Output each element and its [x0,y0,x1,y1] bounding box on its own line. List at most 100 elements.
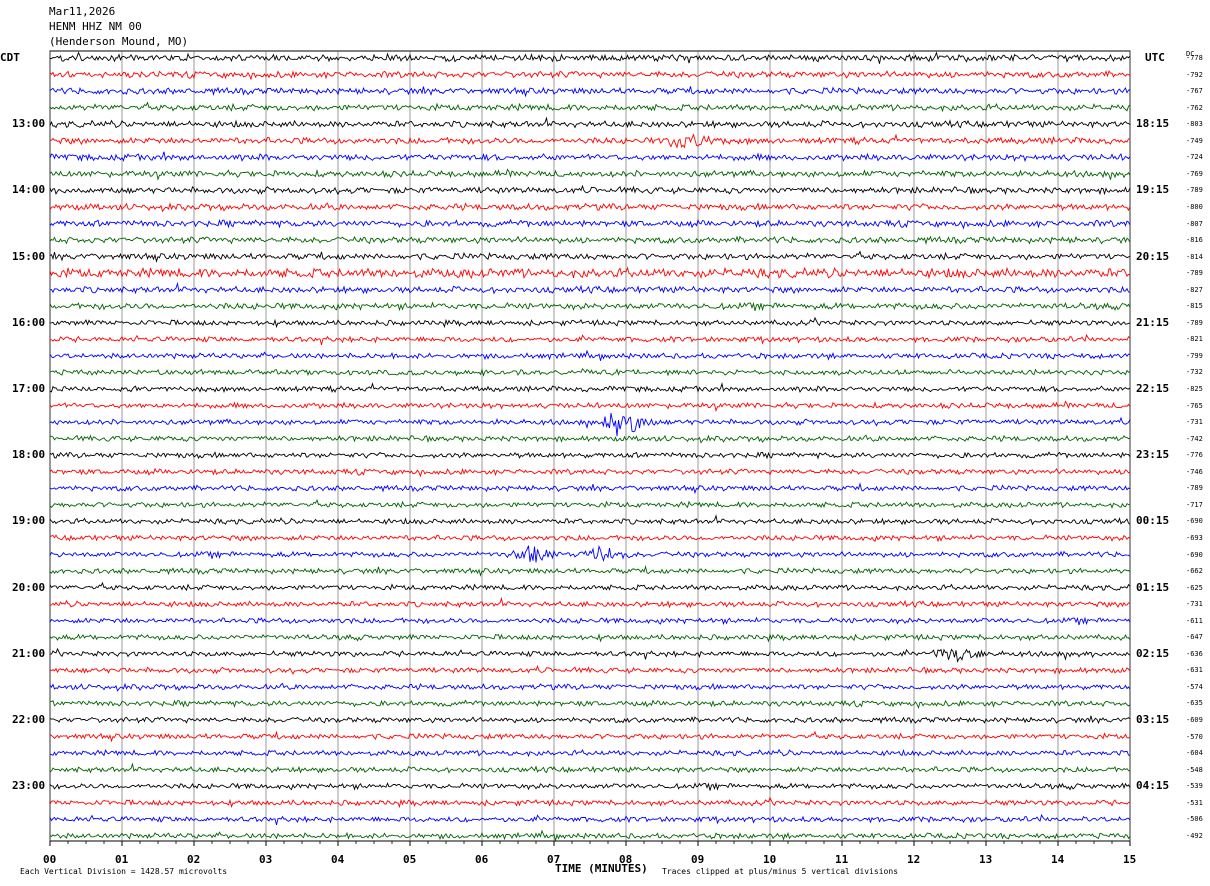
x-tick-label: 12 [907,853,921,866]
dc-offset-label: -548 [1186,765,1203,774]
x-tick-label: 01 [115,853,129,866]
seismic-trace-38 [49,682,1131,692]
dc-offset-label: -827 [1186,285,1203,294]
dc-offset-label: -816 [1186,236,1203,245]
seismic-trace-4 [49,116,1131,129]
seismic-trace-9 [49,202,1131,213]
dc-offset-label: -717 [1186,500,1203,509]
dc-offset-label: -693 [1186,533,1203,542]
x-tick-label: 07 [547,853,561,866]
dc-offset-label: -825 [1186,385,1203,393]
seismic-trace-23 [50,434,1131,444]
dc-offset-label: -506 [1186,815,1203,824]
seismic-trace-39 [49,699,1131,710]
dc-offset-label: -690 [1186,517,1203,526]
seismic-trace-45 [49,796,1131,809]
seismic-trace-19 [49,367,1131,377]
dc-offset-label: -611 [1186,616,1203,625]
x-tick-label: 09 [691,853,705,866]
left-time-label: 21:00 [12,646,46,660]
right-time-label: 22:15 [1136,382,1170,395]
dc-offset-label: -792 [1186,70,1203,79]
seismic-trace-36 [50,647,1131,663]
dc-offset-label: -731 [1186,600,1203,609]
dc-offset-label: -574 [1186,682,1203,691]
dc-offset-label: -746 [1186,467,1203,476]
dc-offset-label: -539 [1186,782,1203,791]
left-time-label: 15:00 [12,249,46,263]
dc-offset-label: -799 [1186,351,1203,360]
x-tick-label: 08 [619,853,633,866]
header-date: Mar11,2026 [49,5,116,18]
dc-offset-label: -800 [1186,202,1203,211]
seismic-trace-2 [49,86,1131,98]
seismic-trace-13 [49,266,1131,280]
right-time-label: 00:15 [1136,514,1170,528]
x-tick-label: 14 [1051,853,1065,866]
right-time-label: 21:15 [1136,315,1170,329]
seismic-trace-14 [49,281,1131,295]
seismic-trace-8 [49,184,1131,196]
seismic-trace-35 [49,633,1131,643]
seismic-trace-30 [49,544,1131,563]
x-tick-label: 15 [1123,853,1137,866]
left-timezone-label: CDT [0,51,20,64]
seismic-trace-44 [49,782,1131,791]
x-axis-title: TIME (MINUTES) [555,862,648,875]
left-time-label: 16:00 [12,315,46,329]
seismic-trace-26 [49,482,1131,495]
x-tick-label: 02 [187,853,201,866]
left-time-label: 14:00 [12,183,46,197]
seismic-trace-28 [49,514,1131,526]
seismic-trace-25 [49,467,1131,478]
x-tick-label: 06 [475,853,489,866]
seismic-trace-47 [49,829,1131,841]
dc-offset-label: -492 [1186,831,1203,840]
header-location: (Henderson Mound, MO) [49,35,189,48]
dc-offset-label: -570 [1186,732,1203,741]
dc-offset-label: -778 [1186,54,1203,62]
seismic-trace-41 [49,730,1131,743]
seismic-trace-1 [49,70,1131,81]
left-time-label: 19:00 [12,514,46,528]
seismic-trace-31 [49,564,1131,577]
dc-offset-label: -724 [1186,153,1203,162]
dc-offset-label: -742 [1186,434,1203,443]
dc-offset-label: -647 [1186,633,1203,642]
scale-note: Each Vertical Division = 1428.57 microvo… [20,867,228,876]
dc-offset-label: -604 [1186,749,1203,758]
dc-offset-label: -749 [1186,136,1203,145]
header-station: HENM HHZ NM 00 [49,20,142,33]
x-tick-label: 04 [331,853,345,866]
clip-note: Traces clipped at plus/minus 5 vertical … [662,867,899,876]
dc-offset-label: -765 [1186,401,1203,410]
seismic-trace-5 [49,133,1131,149]
seismic-trace-0 [49,51,1131,64]
dc-offset-label: -767 [1186,87,1203,96]
left-time-label: 18:00 [12,448,46,462]
seismic-trace-16 [50,316,1131,329]
seismic-trace-22 [49,413,1131,437]
seismic-trace-11 [49,235,1131,245]
right-time-label: 01:15 [1136,580,1170,594]
left-time-label: 13:00 [12,117,46,131]
seismic-trace-17 [49,333,1131,346]
dc-offset-label: -690 [1186,550,1203,559]
dc-offset-label: -531 [1186,798,1203,807]
dc-offset-label: -731 [1186,418,1203,427]
seismic-trace-29 [49,533,1131,543]
seismic-trace-3 [49,101,1131,113]
seismic-trace-27 [49,499,1131,509]
right-time-label: 03:15 [1136,713,1170,726]
dc-offset-label: -769 [1186,169,1203,178]
x-tick-label: 11 [835,853,849,866]
dc-offset-label: -732 [1186,368,1203,377]
dc-offset-label: -815 [1186,302,1203,311]
seismic-trace-32 [49,581,1131,592]
dc-offset-label: -789 [1186,318,1203,327]
seismic-trace-33 [49,596,1131,609]
right-time-label: 18:15 [1136,117,1170,131]
left-time-label: 20:00 [12,580,46,594]
dc-offset-label: -662 [1186,567,1203,576]
